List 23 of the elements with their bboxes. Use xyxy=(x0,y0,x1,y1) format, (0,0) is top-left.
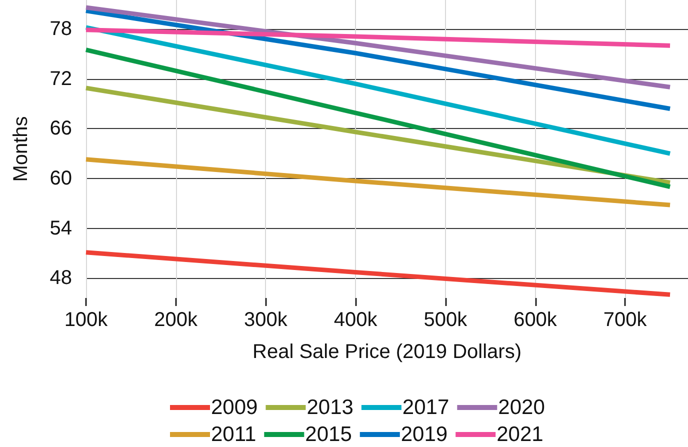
x-tick-label: 600k xyxy=(514,309,558,331)
y-tick-label: 48 xyxy=(50,267,72,290)
legend-label: 2009 xyxy=(211,396,258,419)
x-tick-label: 500k xyxy=(424,309,468,331)
x-tick-label: 100k xyxy=(64,309,109,331)
y-tick-label: 54 xyxy=(50,217,72,240)
x-tick-label: 400k xyxy=(334,309,378,331)
x-tick-label: 300k xyxy=(244,309,288,331)
legend-label: 2011 xyxy=(211,423,256,446)
legend-label: 2019 xyxy=(400,423,448,446)
x-tick-label: 200k xyxy=(154,309,199,331)
legend-label: 2015 xyxy=(305,423,352,446)
y-tick-label: 72 xyxy=(50,68,72,90)
x-tick-label: 700k xyxy=(603,309,648,331)
legend-label: 2020 xyxy=(498,396,545,419)
legend-label: 2013 xyxy=(306,396,354,419)
x-axis-title: Real Sale Price (2019 Dollars) xyxy=(252,341,522,363)
y-axis-title: Months xyxy=(10,116,32,182)
legend-label: 2021 xyxy=(496,423,544,446)
y-tick-label: 60 xyxy=(50,167,72,190)
y-tick-label: 78 xyxy=(50,18,72,40)
y-tick-label: 66 xyxy=(50,118,72,140)
legend-label: 2017 xyxy=(402,396,450,419)
